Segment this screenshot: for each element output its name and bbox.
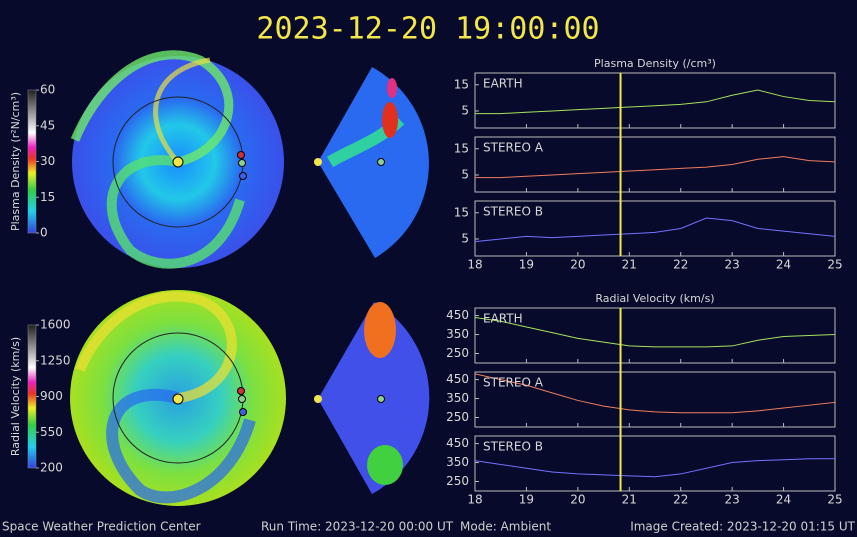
series-line [474, 458, 835, 478]
y-tick-label: 250 [446, 346, 469, 360]
panel [474, 307, 836, 364]
y-tick-label: 15 [454, 77, 469, 91]
y-tick-label: 350 [446, 391, 469, 405]
chart-title: Radial Velocity (km/s) [595, 292, 714, 305]
panel [474, 435, 836, 492]
colorbar-tick-label: 200 [40, 461, 63, 475]
y-tick-label: 450 [446, 436, 469, 450]
y-tick-label: 450 [446, 372, 469, 386]
series-label: EARTH [483, 77, 523, 91]
x-tick-label: 20 [570, 258, 585, 272]
panel [474, 72, 836, 129]
y-tick-label: 5 [461, 167, 469, 181]
colorbar-tick-label: 1250 [40, 353, 71, 367]
panel [474, 136, 836, 193]
x-tick-label: 23 [725, 493, 740, 507]
y-tick-label: 450 [446, 308, 469, 322]
x-tick-label: 24 [776, 258, 791, 272]
series-line [475, 156, 836, 179]
x-tick-label: 22 [673, 258, 688, 272]
colorbar-tick-label: 1600 [40, 318, 71, 332]
y-tick-label: 350 [446, 455, 469, 469]
x-tick-label: 22 [673, 493, 688, 507]
x-tick-label: 25 [827, 258, 842, 272]
y-tick-label: 250 [446, 410, 469, 424]
chart-title: Plasma Density (/cm³) [594, 57, 716, 70]
y-tick-label: 15 [454, 205, 469, 219]
y-tick-label: 250 [446, 474, 469, 488]
y-tick-label: 5 [461, 231, 469, 245]
series-label: STEREO A [483, 376, 544, 390]
y-tick-label: 15 [454, 141, 469, 155]
x-tick-label: 21 [622, 493, 637, 507]
x-tick-label: 19 [519, 258, 534, 272]
colorbar [27, 89, 37, 234]
colorbar-tick-label: 0 [40, 226, 48, 240]
colorbar-label: Radial Velocity (km/s) [9, 337, 22, 456]
series-line [474, 316, 836, 348]
colorbar-tick-label: 45 [40, 118, 55, 132]
x-tick-label: 18 [467, 258, 482, 272]
panel [474, 200, 836, 257]
series-label: STEREO B [483, 440, 543, 454]
footer-created: Image Created: 2023-12-20 01:15 UT [630, 520, 855, 534]
colorbar [27, 324, 37, 469]
colorbar-tick-label: 60 [40, 83, 55, 97]
x-tick-label: 24 [776, 493, 791, 507]
y-tick-label: 5 [461, 103, 469, 117]
x-tick-label: 25 [827, 493, 842, 507]
density-disc [70, 50, 429, 269]
series-label: STEREO A [483, 141, 544, 155]
colorbar-tick-label: 15 [40, 190, 55, 204]
x-tick-label: 19 [519, 493, 534, 507]
x-tick-label: 20 [570, 493, 585, 507]
series-line [475, 89, 836, 115]
colorbar-label: Plasma Density (r²N/cm³) [9, 92, 22, 231]
velocity-disc [70, 290, 430, 506]
colorbar-tick-label: 30 [40, 154, 55, 168]
series-line [474, 217, 836, 243]
series-label: STEREO B [483, 205, 543, 219]
x-tick-label: 23 [725, 258, 740, 272]
y-tick-label: 350 [446, 327, 469, 341]
panel [474, 371, 836, 428]
timestamp: 2023-12-20 19:00:00 [256, 12, 599, 47]
series-line [474, 373, 836, 414]
colorbar-tick-label: 900 [40, 389, 63, 403]
x-tick-label: 21 [622, 258, 637, 272]
colorbar-tick-label: 550 [40, 425, 63, 439]
footer-run-time: Run Time: 2023-12-20 00:00 UT [261, 520, 454, 534]
x-tick-label: 18 [467, 493, 482, 507]
footer-mode: Mode: Ambient [460, 520, 551, 534]
footer-center: Space Weather Prediction Center [2, 520, 201, 534]
series-label: EARTH [483, 312, 523, 326]
